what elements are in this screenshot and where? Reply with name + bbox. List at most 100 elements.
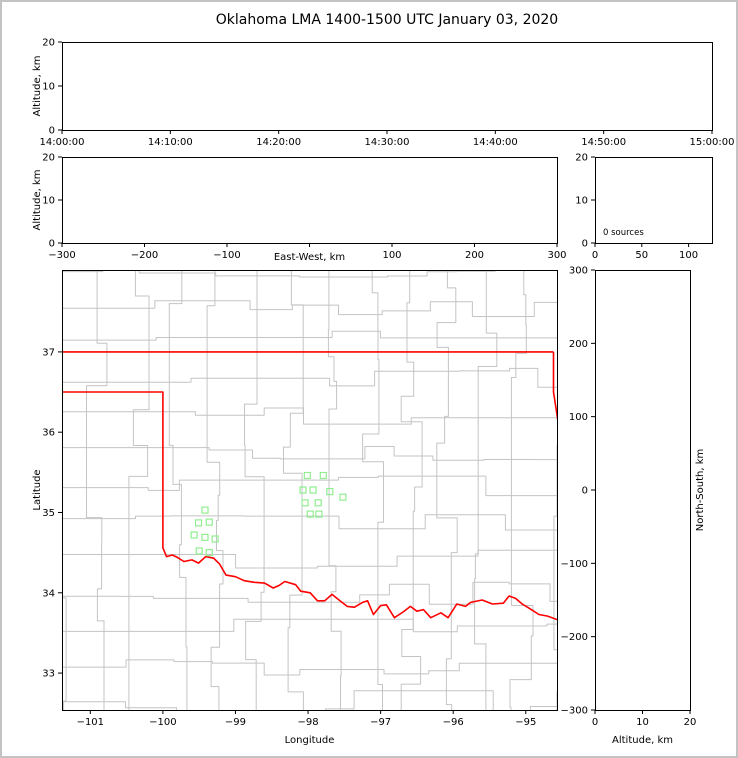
x-tick-label: −97: [370, 717, 391, 728]
county-boundary-line: [62, 330, 557, 341]
county-boundary-line: [400, 270, 423, 710]
x-tick-label: 14:30:00: [365, 137, 410, 148]
y-tick-label: 35: [42, 508, 55, 519]
x-tick-label: −95: [515, 717, 536, 728]
y-tick-label: 300: [569, 266, 588, 277]
county-boundary-line: [474, 270, 498, 710]
plan-view-ticks: −101 −100 −99 −98 −97 −96 −95 33 34 35 36 37: [42, 347, 536, 728]
x-tick-label: 100: [382, 250, 401, 261]
lma-source-marker: [205, 548, 213, 557]
x-tick-label: 10: [636, 717, 649, 728]
y-tick-label: 33: [42, 669, 55, 680]
panel-frame: [62, 42, 713, 131]
y-tick-label: 10: [575, 196, 588, 207]
y-axis-label: Altitude, km: [32, 56, 43, 117]
x-tick-label: −100: [213, 250, 240, 261]
x-tick-label: −100: [149, 717, 176, 728]
x-tick-label: 15:00:00: [690, 137, 735, 148]
lma-source-marker: [314, 499, 322, 507]
x-axis-label: Altitude, km: [612, 735, 673, 746]
plan-view-content: [62, 270, 557, 710]
y-tick-label: 10: [42, 196, 55, 207]
county-boundary-line: [436, 270, 458, 710]
county-boundary-line: [62, 659, 557, 676]
panel-frame: [62, 157, 558, 244]
x-tick-label: 300: [547, 250, 566, 261]
county-boundary-line: [62, 475, 557, 497]
time-height-panel: 14:00:00 14:10:00 14:20:00 14:30:00 14:40:00…: [32, 38, 734, 149]
y-tick-label: 34: [42, 588, 55, 599]
y-axis-label: Altitude, km: [32, 170, 43, 231]
ew-altitude-ticks: −300 −200 −100 100 200 300 0 10 20: [42, 153, 566, 262]
x-tick-label: −98: [297, 717, 318, 728]
county-boundary-line: [62, 367, 557, 388]
x-tick-label: 14:40:00: [473, 137, 518, 148]
x-tick-label: 14:00:00: [40, 137, 85, 148]
county-boundary-line: [86, 270, 108, 710]
county-boundary-line: [62, 407, 557, 425]
lma-source-marker: [299, 486, 307, 494]
y-tick-label: 200: [569, 339, 588, 350]
x-tick-label: −101: [77, 717, 104, 728]
y-tick-label: 100: [569, 412, 588, 423]
county-boundary-line: [62, 581, 557, 605]
y-tick-label: −100: [561, 559, 588, 570]
x-tick-label: 200: [465, 250, 484, 261]
x-axis-label: East-West, km: [274, 252, 345, 263]
chart-title: Oklahoma LMA 1400-1500 UTC January 03, 2…: [215, 12, 559, 28]
y-tick-label: 20: [42, 38, 55, 49]
county-boundary-line: [553, 445, 557, 710]
y-axis-label-right: North-South, km: [695, 449, 706, 532]
plan-view-panel: −101 −100 −99 −98 −97 −96 −95 33 34 35 36 37 Longitu…: [32, 270, 558, 746]
y-tick-label: 20: [42, 153, 55, 164]
county-boundary-line: [62, 690, 557, 710]
county-boundary-line: [62, 549, 557, 569]
county-boundary-line: [362, 270, 384, 710]
county-boundary-line: [327, 270, 342, 710]
lma-source-marker: [194, 519, 203, 527]
y-tick-label: 0: [582, 486, 588, 497]
alt-histogram-ticks: 0 50 100 0 10 20: [575, 153, 698, 262]
y-tick-label: 0: [49, 126, 55, 137]
ns-altitude-ticks: 0 10 20 −300 −200 −100 0 100 200 300: [561, 266, 697, 729]
x-tick-label: 20: [684, 717, 697, 728]
lma-source-marker: [201, 506, 209, 514]
county-boundary-line: [244, 270, 265, 710]
lma-source-marker: [303, 471, 311, 480]
lma-source-marker: [309, 486, 317, 494]
county-boundary-line: [62, 618, 557, 633]
lma-source-marker: [339, 493, 347, 501]
y-tick-label: 0: [49, 239, 55, 250]
lma-source-marker: [211, 535, 219, 543]
ns-altitude-panel: 0 10 20 −300 −200 −100 0 100 200 300 Altitude, km N…: [561, 266, 706, 747]
county-boundary-line: [128, 270, 150, 710]
x-tick-label: 0: [592, 250, 598, 261]
y-axis-label: Latitude: [32, 469, 43, 510]
x-tick-label: 100: [679, 250, 698, 261]
x-tick-label: −200: [131, 250, 158, 261]
x-tick-label: 0: [592, 717, 598, 728]
x-tick-label: 50: [635, 250, 648, 261]
y-tick-label: 20: [575, 153, 588, 164]
x-tick-label: −300: [48, 250, 75, 261]
y-tick-label: 0: [582, 239, 588, 250]
lma-source-marker: [315, 510, 323, 518]
state-border-line: [552, 351, 557, 421]
sources-count-label: 0 sources: [603, 228, 644, 238]
x-tick-label: −96: [443, 717, 464, 728]
county-boundary-line: [509, 270, 534, 710]
lma-source-marker: [205, 518, 213, 526]
x-tick-label: −99: [225, 717, 246, 728]
lma-source-marker: [190, 531, 198, 539]
panel-frame: [62, 270, 558, 711]
y-tick-label: 10: [42, 82, 55, 93]
y-tick-label: 36: [42, 428, 55, 439]
lma-source-marker: [326, 488, 334, 496]
time-height-ticks: 14:00:00 14:10:00 14:20:00 14:30:00 14:40:00…: [40, 38, 735, 149]
x-tick-label: 14:20:00: [256, 137, 301, 148]
county-boundary-line: [168, 270, 188, 710]
state-border-line: [62, 391, 557, 621]
ew-altitude-panel: −300 −200 −100 100 200 300 0 10 20 East-West, km A…: [32, 153, 567, 264]
lma-source-marker: [319, 471, 327, 480]
